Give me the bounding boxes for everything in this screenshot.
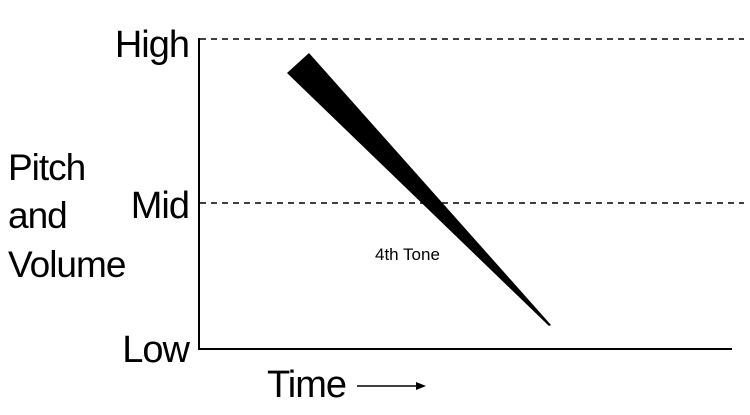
- y-level-label-high: High: [115, 24, 189, 66]
- right-arrow-icon: [357, 382, 426, 390]
- x-axis-label: Time: [267, 364, 346, 406]
- y-axis-title-line-2: and: [8, 195, 67, 236]
- y-axis-title-line-1: Pitch: [8, 147, 85, 188]
- tone-label: 4th Tone: [375, 245, 440, 264]
- y-level-label-mid: Mid: [131, 185, 189, 227]
- y-axis-title-line-3: Volume: [8, 244, 125, 285]
- tone-contour-wedge: [287, 53, 551, 326]
- y-level-label-low: Low: [122, 329, 190, 371]
- y-axis-title: Pitch and Volume: [8, 147, 126, 285]
